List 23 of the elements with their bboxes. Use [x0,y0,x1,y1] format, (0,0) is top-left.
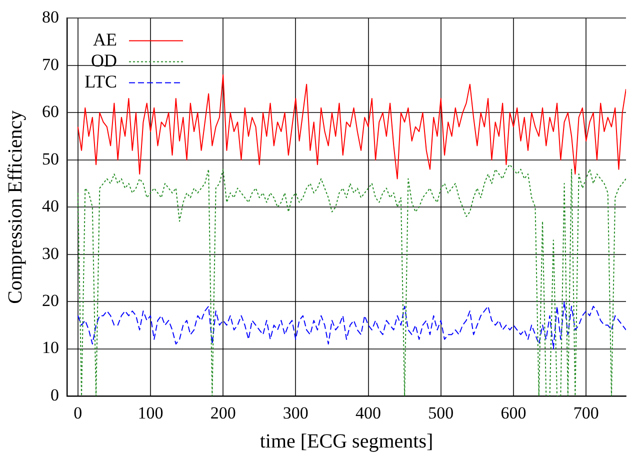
x-tick-label: 0 [74,404,82,423]
y-axis-title: Compression Efficiency [4,110,26,304]
y-tick-label: 30 [42,244,59,263]
x-tick-label: 700 [573,404,599,423]
x-axis-title: time [ECG segments] [260,430,434,452]
line-series [77,301,626,350]
y-tick-label: 0 [50,385,59,404]
y-tick-label: 10 [42,338,59,358]
y-tick-label: 50 [42,149,59,168]
x-tick-label: 500 [428,404,454,423]
y-tick-label: 40 [42,196,59,216]
x-tick-label: 400 [356,404,382,423]
line-series [77,164,626,396]
x-tick-label: 100 [138,404,164,423]
x-tick-label: 300 [282,404,308,423]
x-tick-label: 600 [500,404,526,423]
x-tick-label: 200 [210,404,236,423]
legend-label: AE [93,29,117,50]
y-tick-label: 70 [42,54,59,74]
y-tick-label: 20 [42,291,59,310]
y-tick-label: 60 [42,102,59,122]
y-tick-label: 80 [42,8,59,27]
legend-label: LTC [84,71,117,92]
